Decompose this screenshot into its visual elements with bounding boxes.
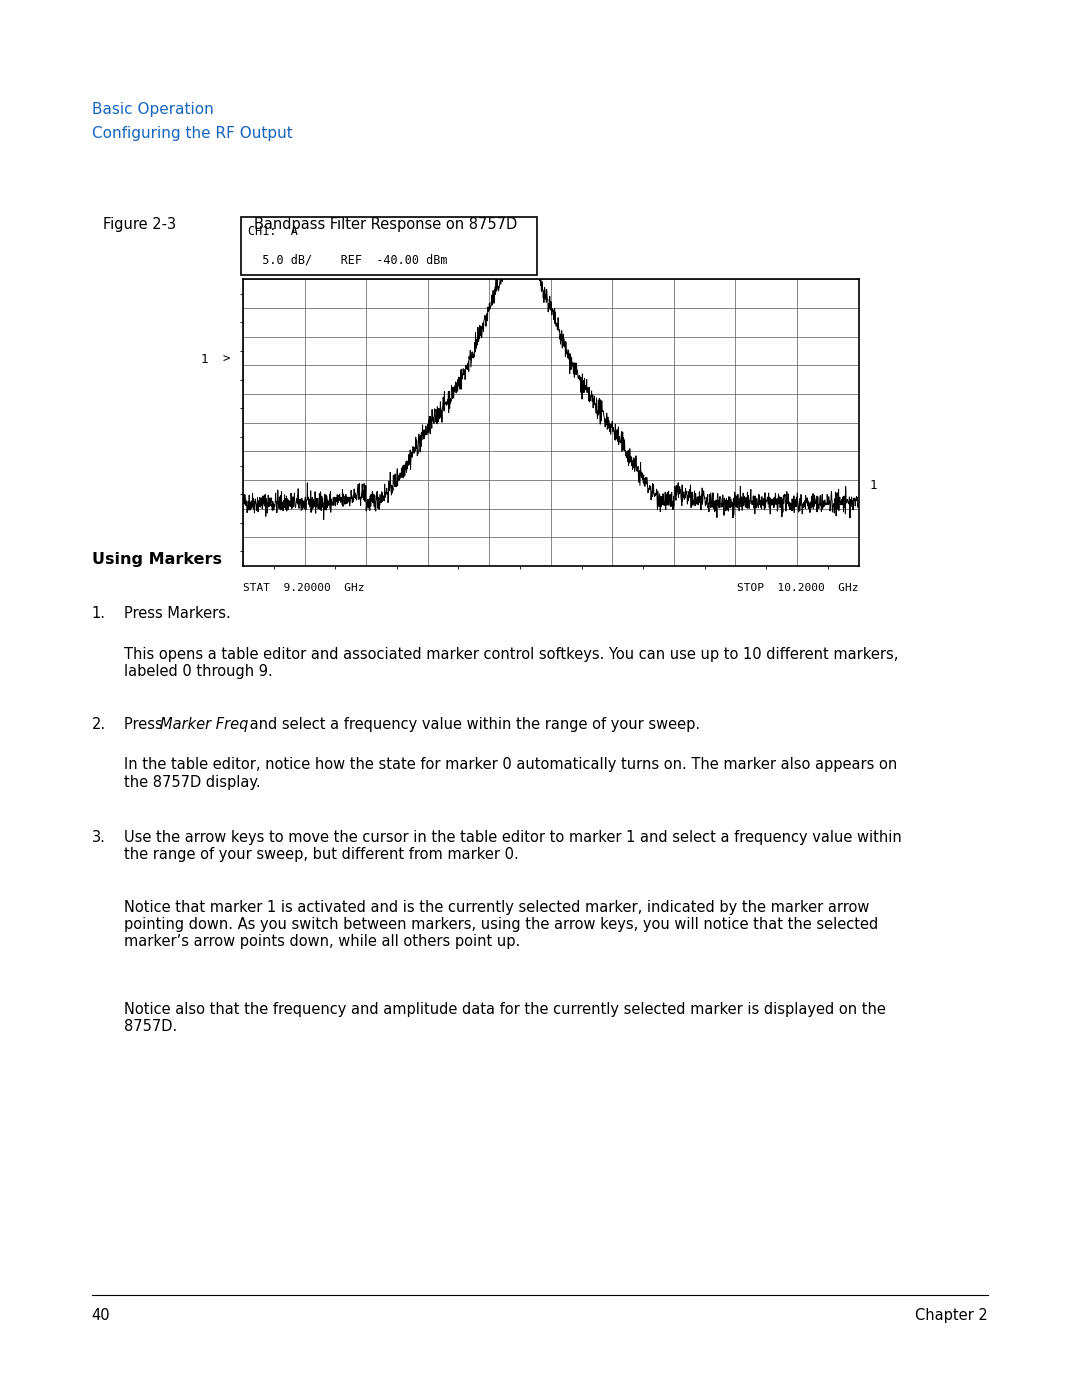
FancyBboxPatch shape (241, 217, 537, 275)
Text: This opens a table editor and associated marker control softkeys. You can use up: This opens a table editor and associated… (124, 647, 899, 679)
Text: 1.: 1. (92, 606, 106, 622)
Text: Configuring the RF Output: Configuring the RF Output (92, 126, 293, 141)
Text: Use the arrow keys to move the cursor in the table editor to marker 1 and select: Use the arrow keys to move the cursor in… (124, 830, 902, 862)
Text: 3.: 3. (92, 830, 106, 845)
Text: 1: 1 (201, 353, 208, 366)
Text: Figure 2-3: Figure 2-3 (103, 217, 176, 232)
Text: STAT  9.20000  GHz: STAT 9.20000 GHz (243, 583, 365, 592)
Text: Bandpass Filter Response on 8757D: Bandpass Filter Response on 8757D (254, 217, 517, 232)
Text: 5.0 dB/    REF  -40.00 dBm: 5.0 dB/ REF -40.00 dBm (248, 254, 448, 267)
Text: CH1:  A: CH1: A (248, 225, 298, 237)
Text: 2.: 2. (92, 717, 106, 732)
Text: STOP  10.2000  GHz: STOP 10.2000 GHz (737, 583, 859, 592)
Text: Chapter 2: Chapter 2 (916, 1308, 988, 1323)
Text: Using Markers: Using Markers (92, 552, 221, 567)
Text: >: > (222, 353, 230, 366)
Text: Notice that marker 1 is activated and is the currently selected marker, indicate: Notice that marker 1 is activated and is… (124, 900, 878, 950)
Text: Notice also that the frequency and amplitude data for the currently selected mar: Notice also that the frequency and ampli… (124, 1002, 886, 1034)
Text: Press Markers.: Press Markers. (124, 606, 231, 622)
Text: In the table editor, notice how the state for marker 0 automatically turns on. T: In the table editor, notice how the stat… (124, 757, 897, 789)
Text: 40: 40 (92, 1308, 110, 1323)
Text: Basic Operation: Basic Operation (92, 102, 214, 117)
Text: 1: 1 (869, 479, 877, 492)
Text: Press: Press (124, 717, 167, 732)
Text: Marker Freq: Marker Freq (160, 717, 248, 732)
Text: and select a frequency value within the range of your sweep.: and select a frequency value within the … (245, 717, 700, 732)
